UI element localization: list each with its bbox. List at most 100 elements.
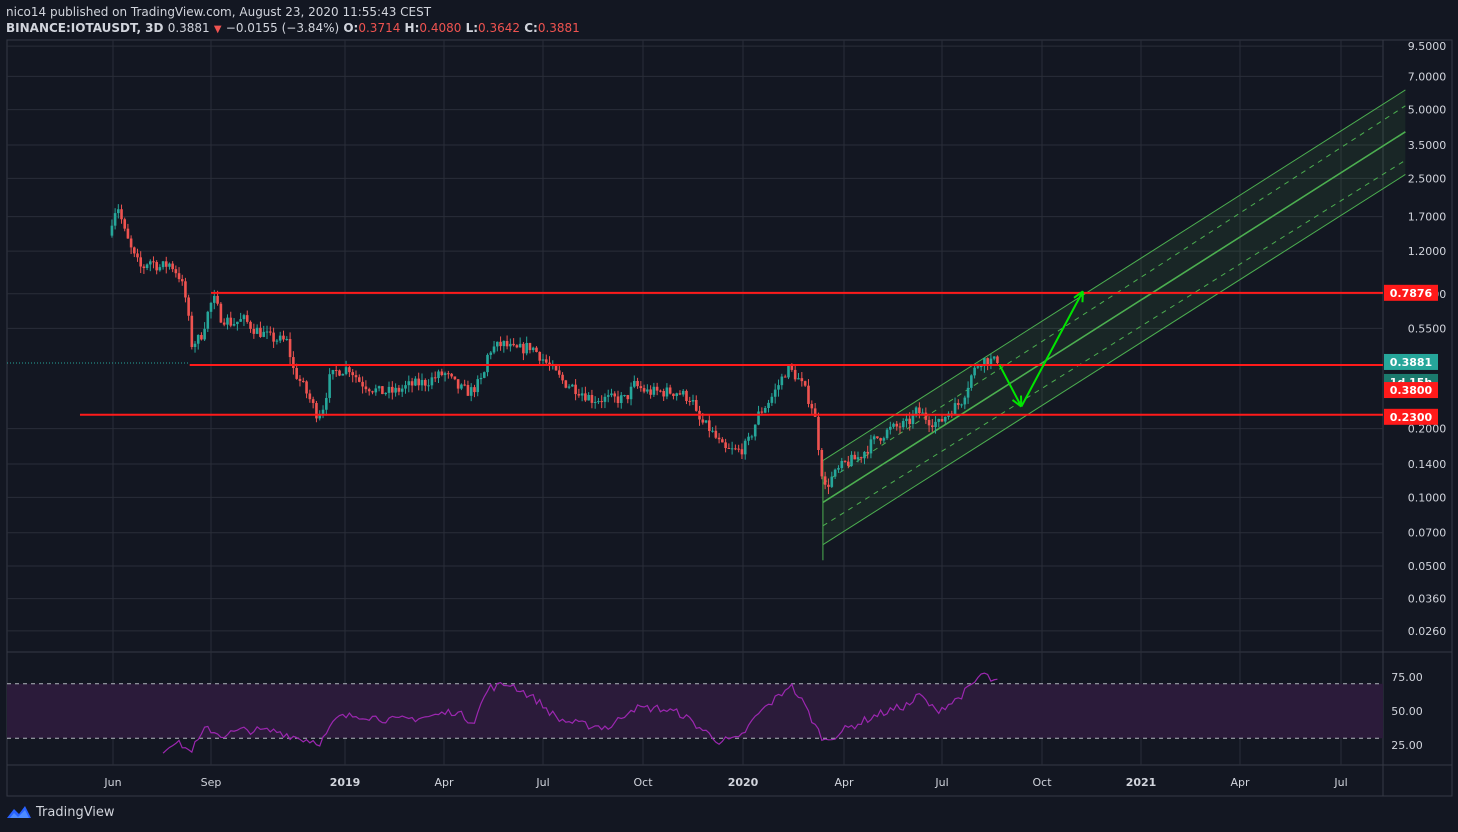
candle-body (168, 263, 171, 267)
price-change: −0.0155 (−3.84%) (225, 21, 340, 35)
level-badge-3800: 0.3800 (1390, 384, 1433, 397)
candle-body (288, 339, 292, 358)
candle-body (509, 343, 512, 347)
candle-body (777, 385, 780, 390)
candle-body (236, 321, 239, 325)
candle-body (466, 384, 470, 396)
candle-body (113, 213, 117, 226)
candle-body (793, 369, 797, 380)
candle-body (371, 391, 374, 393)
candle-body (773, 389, 777, 397)
candle-body (672, 393, 675, 397)
candle-body (142, 266, 146, 268)
candle-body (196, 334, 200, 344)
candle-body (797, 378, 800, 380)
candle-body (120, 209, 123, 220)
candle-body (810, 403, 814, 409)
candle-body (840, 460, 844, 469)
candle-body (407, 381, 411, 386)
x-tick-label: Apr (834, 776, 854, 789)
candle-body (662, 390, 665, 397)
price-tick-label: 0.0700 (1408, 527, 1447, 540)
candle-body (200, 334, 203, 340)
candle-body (642, 388, 646, 392)
candle-body (469, 387, 473, 396)
candle-body (548, 362, 551, 366)
candle-body (282, 335, 285, 340)
candle-body (908, 418, 911, 425)
candle-body (184, 281, 187, 298)
candle-body (541, 359, 545, 361)
price-tick-label: 1.2000 (1408, 245, 1447, 258)
candle-body (404, 385, 407, 389)
candle-body (763, 408, 767, 413)
candle-body (577, 394, 581, 396)
last-price-badge: 0.3881 (1390, 356, 1432, 369)
candle-body (397, 387, 401, 392)
candle-body (538, 351, 542, 361)
candle-body (619, 395, 623, 404)
candle-body (593, 401, 597, 403)
candle-body (996, 356, 999, 363)
arrow-head (1073, 290, 1084, 299)
candle-body (753, 424, 757, 437)
x-tick-label: 2019 (330, 776, 361, 789)
candle-body (889, 426, 892, 430)
candle-body (440, 371, 444, 376)
candle-body (531, 347, 535, 351)
candle-body (931, 425, 934, 428)
candle-body (502, 341, 506, 347)
candle-body (492, 346, 496, 353)
down-triangle-icon: ▼ (213, 24, 222, 35)
candle-body (212, 295, 216, 303)
candle-body (430, 377, 434, 386)
candle-body (358, 377, 361, 382)
x-tick-label: Oct (1032, 776, 1052, 789)
candle-body (331, 370, 335, 375)
candle-body (245, 315, 249, 322)
candle-body (145, 264, 149, 268)
candle-body (417, 378, 420, 386)
symbol-name[interactable]: BINANCE:IOTAUSDT, 3D (6, 21, 164, 35)
candle-body (180, 279, 184, 282)
candle-body (876, 436, 879, 439)
candle-body (325, 397, 328, 410)
x-tick-label: Jul (934, 776, 948, 789)
candle-body (443, 373, 447, 376)
candle-body (767, 402, 770, 409)
candle-body (770, 396, 774, 403)
candle-body (535, 347, 538, 352)
last-price-badge-bg (1384, 353, 1438, 370)
arrow-head (1011, 399, 1022, 408)
candle-body (301, 380, 305, 382)
candle-body (691, 400, 695, 402)
candle-body (456, 379, 460, 389)
candle-body (943, 416, 947, 422)
candle-body (760, 411, 764, 413)
candle-body (262, 331, 266, 337)
candle-body (110, 225, 114, 236)
candle-body (600, 401, 603, 403)
high-value: 0.4080 (419, 21, 462, 35)
candle-body (813, 408, 817, 417)
candle-body (655, 386, 659, 391)
channel-outer-line (822, 89, 1406, 461)
rsi-band (7, 683, 1383, 739)
candle-body (986, 358, 989, 366)
footer-brand[interactable]: TradingView (36, 804, 115, 820)
candle-body (652, 386, 656, 395)
candle-body (544, 359, 548, 363)
candle-body (424, 379, 427, 386)
chart-header: nico14 published on TradingView.com, Aug… (6, 4, 580, 38)
candle-body (203, 328, 206, 340)
candle-body (561, 374, 564, 381)
candle-body (209, 302, 213, 312)
candle-body (311, 399, 315, 404)
price-tick-label: 0.1400 (1408, 458, 1447, 471)
candle-body (597, 401, 600, 403)
candle-body (344, 367, 348, 374)
candle-body (305, 381, 308, 394)
candle-body (613, 393, 617, 397)
candle-body (843, 460, 847, 462)
